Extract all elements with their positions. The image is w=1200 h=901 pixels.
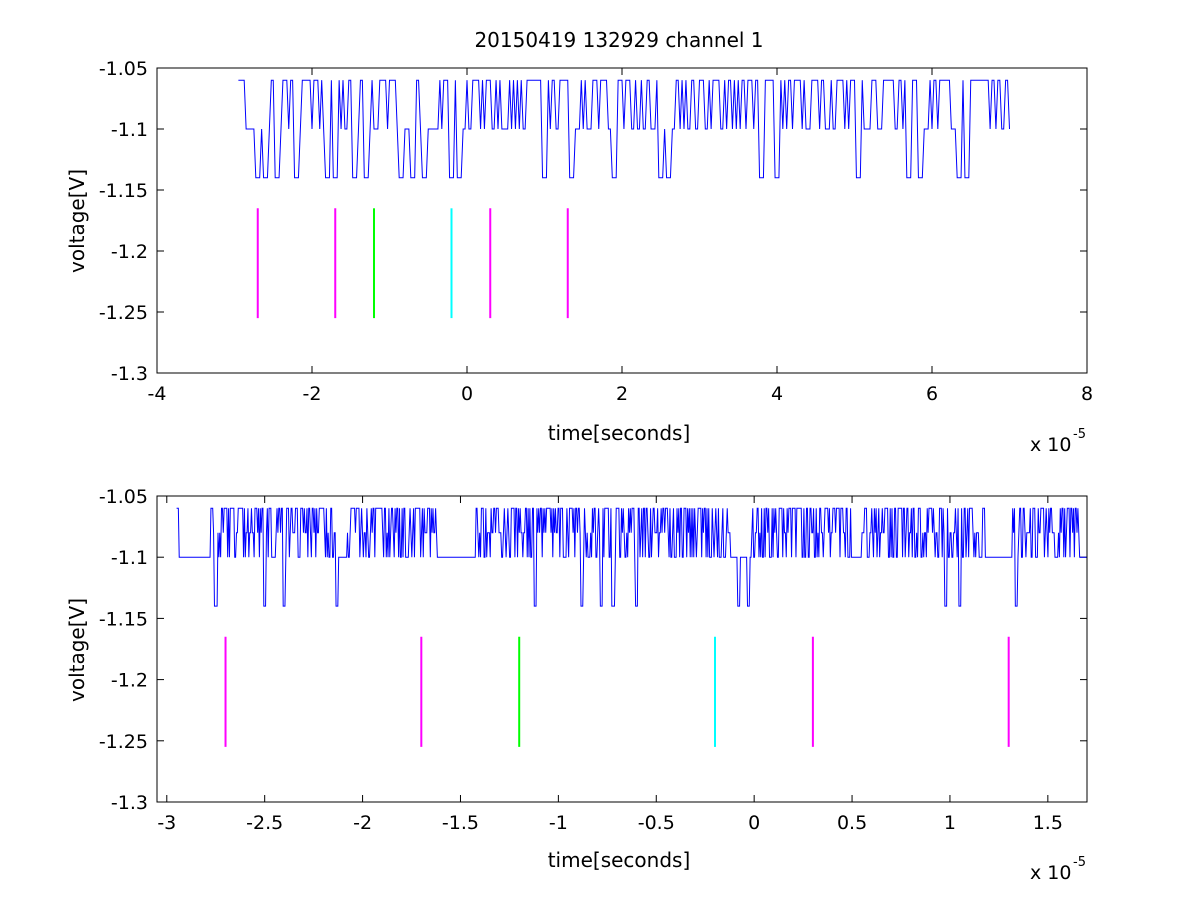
top-y-tick-label: -1.3 bbox=[111, 363, 148, 385]
bottom-x-tick-label: -3 bbox=[157, 812, 176, 834]
bottom-x-tick-label: -2.5 bbox=[246, 812, 283, 834]
top-y-axis-label: voltage[V] bbox=[65, 169, 89, 273]
top-x-tick-label: 8 bbox=[1081, 383, 1093, 405]
bottom-y-tick-label: -1.1 bbox=[111, 547, 148, 569]
top-y-tick-label: -1.2 bbox=[111, 241, 148, 263]
bottom-x-tick-label: -1.5 bbox=[442, 812, 479, 834]
bottom-y-tick-label: -1.15 bbox=[99, 608, 148, 630]
bottom-x-exponent-base: x 10 bbox=[1030, 862, 1071, 884]
top-x-tick-label: -2 bbox=[303, 383, 322, 405]
top-x-tick-label: 4 bbox=[771, 383, 783, 405]
chart-title: 20150419 132929 channel 1 bbox=[474, 28, 763, 52]
top-series-group bbox=[238, 79, 1010, 179]
bottom-voltage-trace bbox=[176, 507, 1087, 607]
bottom-x-tick-label: 1 bbox=[944, 812, 956, 834]
top-x-tick-label: -4 bbox=[148, 383, 167, 405]
top-y-tick-label: -1.15 bbox=[99, 180, 148, 202]
top-x-tick-label: 2 bbox=[616, 383, 628, 405]
bottom-x-tick-label: -0.5 bbox=[638, 812, 675, 834]
bottom-x-tick-label: 1.5 bbox=[1033, 812, 1063, 834]
top-y-tick-label: -1.25 bbox=[99, 302, 148, 324]
bottom-series-group bbox=[176, 507, 1087, 607]
top-y-tick-label: -1.05 bbox=[99, 58, 148, 80]
bottom-x-axis-label: time[seconds] bbox=[548, 848, 691, 872]
top-y-tick-label: -1.1 bbox=[111, 119, 148, 141]
bottom-x-tick-label: 0.5 bbox=[837, 812, 867, 834]
top-x-tick-label: 6 bbox=[926, 383, 938, 405]
bottom-y-tick-label: -1.2 bbox=[111, 670, 148, 692]
bottom-subplot: voltage[V] time[seconds] x 10 -5 -3 -2.5-… bbox=[65, 486, 1088, 884]
bottom-x-tick-label: -2 bbox=[353, 812, 372, 834]
bottom-y-tick-label: -1.05 bbox=[99, 486, 148, 508]
bottom-plot-frame bbox=[156, 495, 1088, 803]
bottom-ticks: -3 -2.5 -2 -1.5 -1 -0.5 0 0.5 1 1.5 -1.3 -1.25 -1.2 -… bbox=[99, 486, 1087, 834]
bottom-y-tick-label: -1.3 bbox=[111, 792, 148, 814]
bottom-x-tick-label: 0 bbox=[748, 812, 760, 834]
bottom-y-axis-label: voltage[V] bbox=[65, 598, 89, 702]
top-voltage-trace bbox=[238, 79, 1010, 179]
top-x-axis-label: time[seconds] bbox=[548, 421, 691, 445]
top-plot-frame bbox=[156, 67, 1088, 374]
bottom-markers-group bbox=[224, 636, 1010, 747]
bottom-x-exponent: -5 bbox=[1073, 855, 1086, 870]
top-markers-group bbox=[256, 208, 569, 319]
top-x-tick-label: 0 bbox=[461, 383, 473, 405]
top-x-exponent: -5 bbox=[1073, 427, 1086, 442]
top-ticks: -4 -2 0 2 4 6 8 -1.3 -1.25 -1.2 -1.15 -1.1 -1.05 bbox=[99, 58, 1093, 405]
bottom-y-tick-label: -1.25 bbox=[99, 731, 148, 753]
bottom-x-tick-label: -1 bbox=[549, 812, 568, 834]
top-subplot: 20150419 132929 channel 1 voltage[V] tim… bbox=[65, 28, 1093, 456]
top-x-exponent-base: x 10 bbox=[1030, 434, 1071, 456]
